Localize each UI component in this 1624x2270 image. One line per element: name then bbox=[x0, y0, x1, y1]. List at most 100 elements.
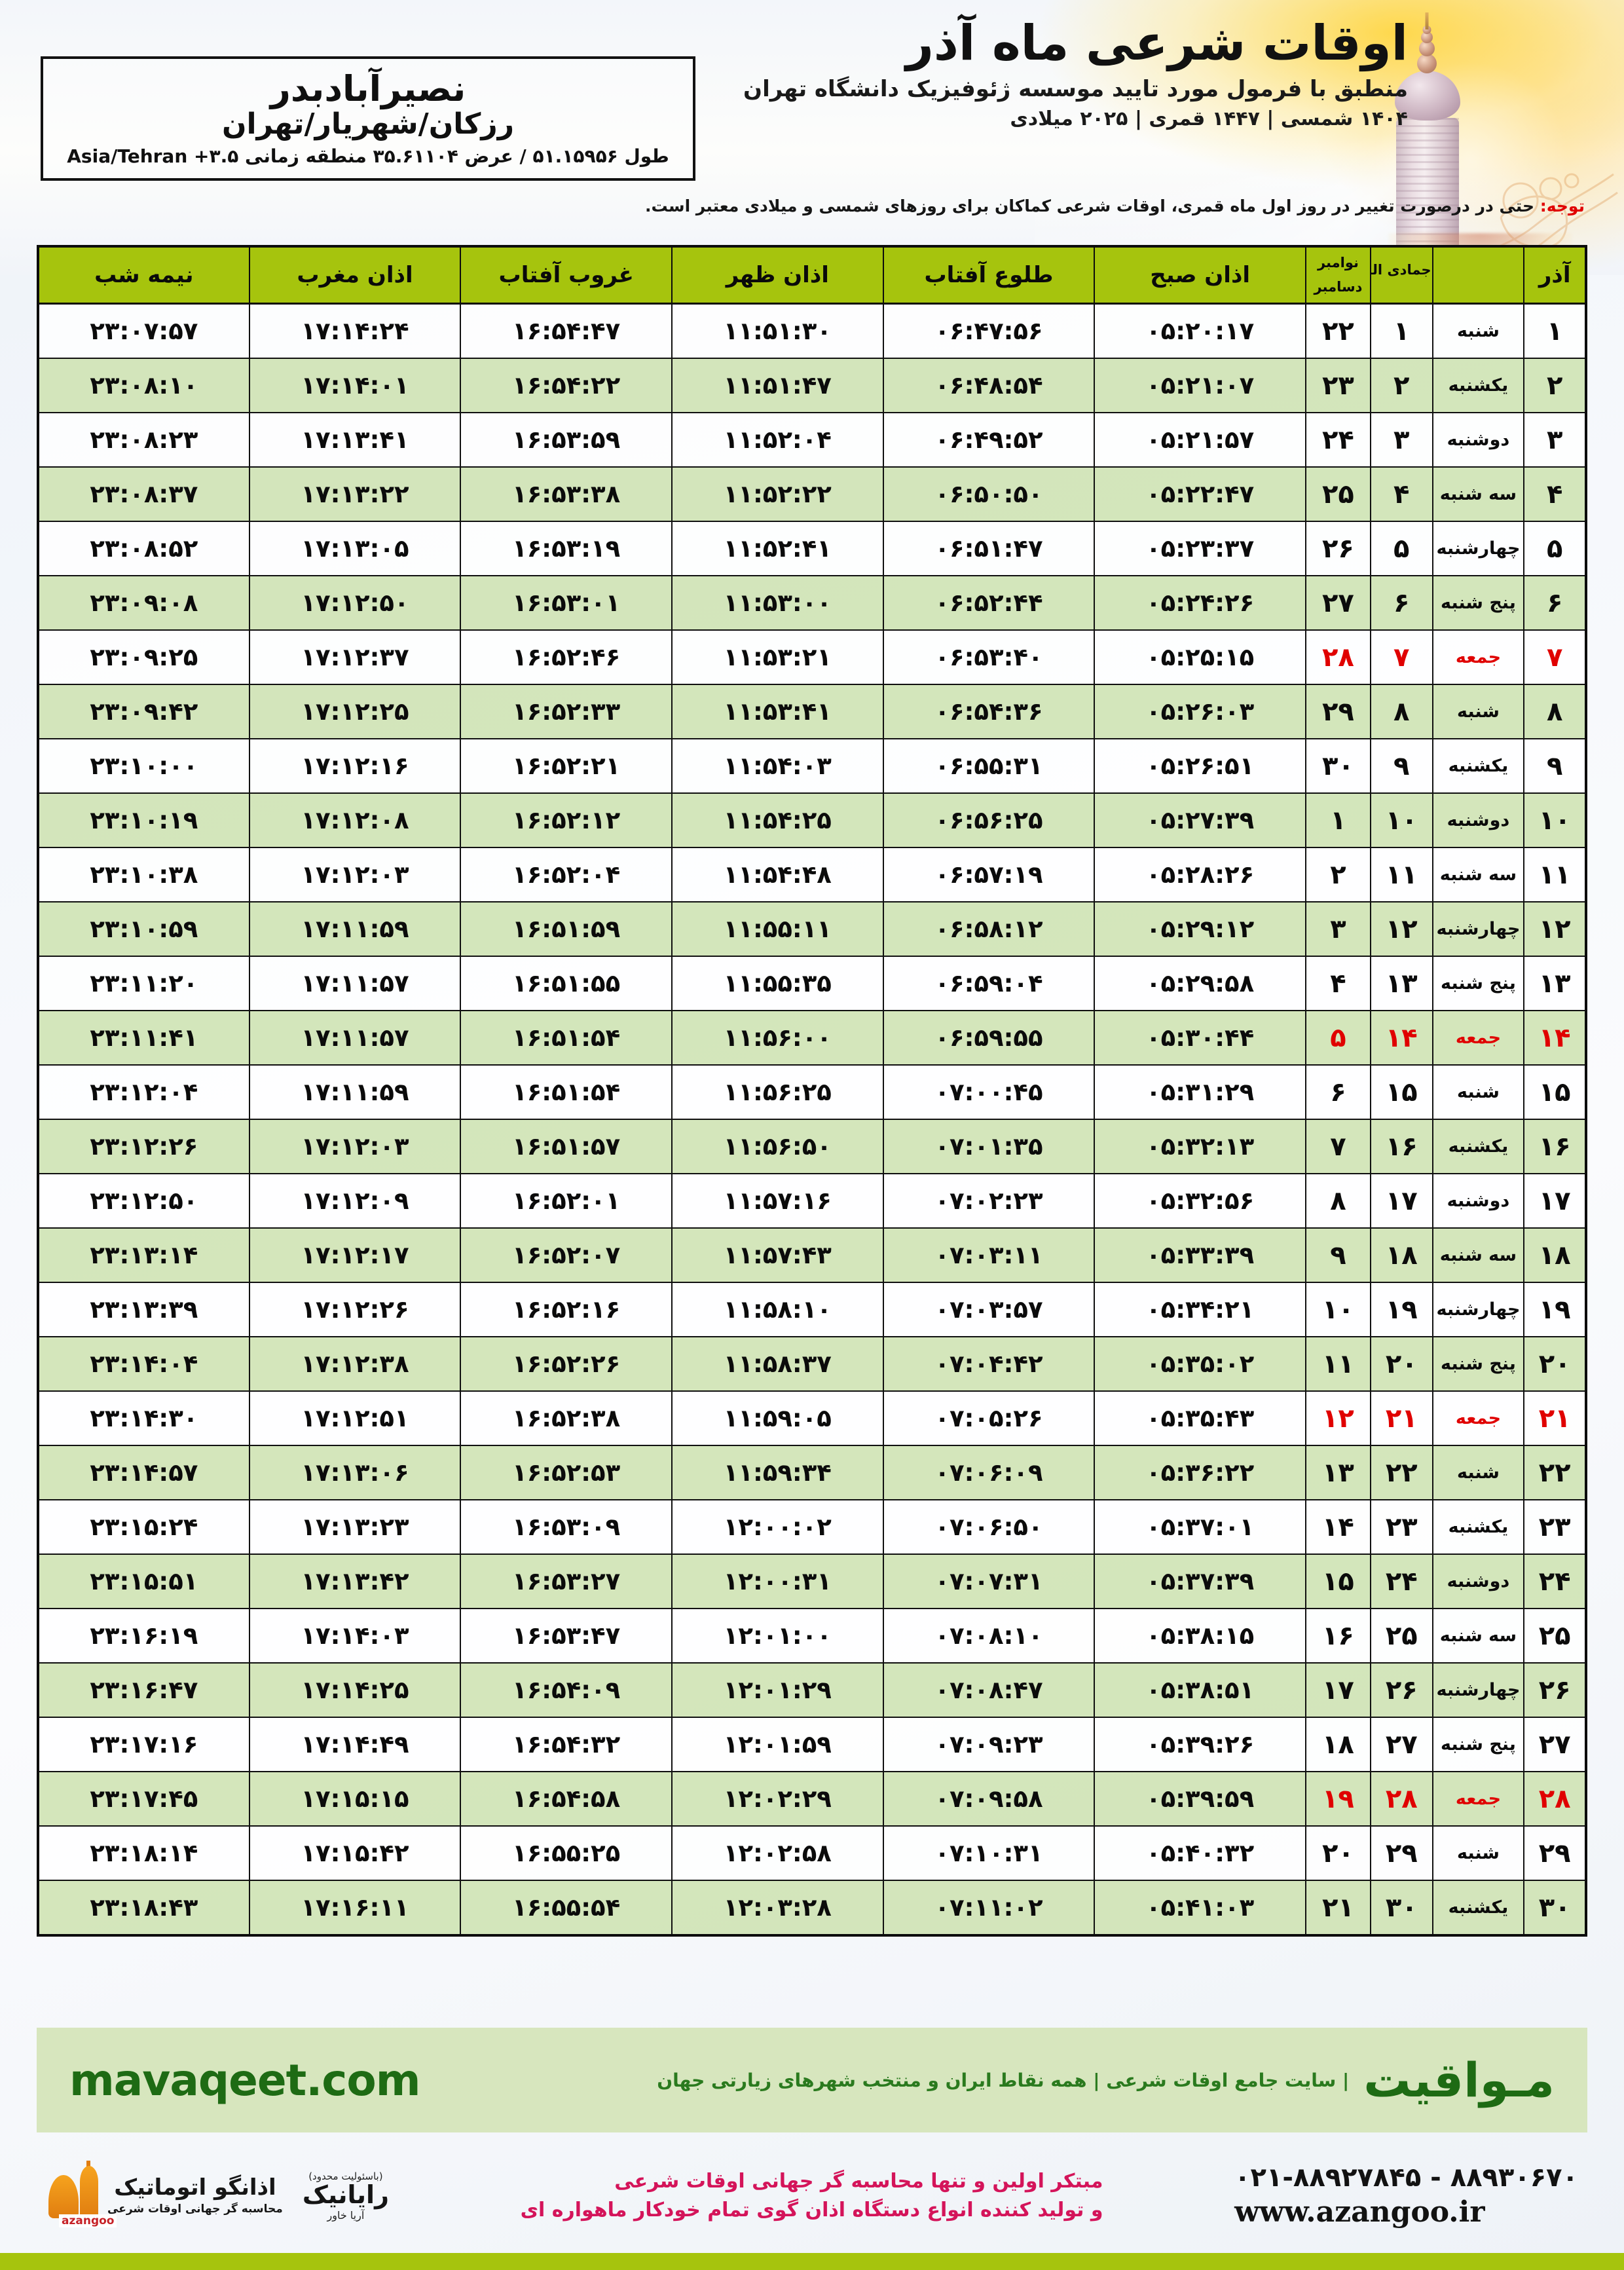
cell-dhuhr-time: ۱۱:۵۸:۱۰ bbox=[671, 1282, 884, 1337]
cell-hijri-day: ۲ bbox=[1369, 358, 1433, 413]
col-header-sunrise: طلوع آفتاب bbox=[882, 246, 1096, 305]
cell-gregorian-day: ۱۰ bbox=[1304, 1282, 1371, 1337]
cell-sunset-time: ۱۶:۵۳:۵۹ bbox=[460, 412, 673, 468]
cell-maghrib-time: ۱۷:۱۴:۲۵ bbox=[248, 1662, 462, 1718]
table-row: ۱ شنبه ۱ ۲۲ ۰۵:۲۰:۱۷ ۰۶:۴۷:۵۶ ۱۱:۵۱:۳۰ ۱۶:۵۴:۴۷… bbox=[37, 303, 1587, 359]
cell-maghrib-time: ۱۷:۱۲:۰۸ bbox=[248, 792, 462, 848]
cell-midnight-time: ۲۳:۱۳:۳۹ bbox=[37, 1282, 250, 1337]
table-row: ۳۰ یکشنبه ۳۰ ۲۱ ۰۵:۴۱:۰۳ ۰۷:۱۱:۰۲ ۱۲:۰۳:۲۸ ۱۶:۵… bbox=[37, 1880, 1587, 1937]
cell-day-name: سه شنبه bbox=[1431, 1227, 1525, 1283]
cell-maghrib-time: ۱۷:۱۵:۴۲ bbox=[248, 1825, 462, 1881]
table-row: ۱۹ چهارشنبه ۱۹ ۱۰ ۰۵:۳۴:۲۱ ۰۷:۰۳:۵۷ ۱۱:۵۸:۱۰ ۱۶… bbox=[37, 1282, 1587, 1337]
cell-hijri-day: ۲۲ bbox=[1369, 1445, 1433, 1500]
cell-azar-day: ۱۸ bbox=[1523, 1227, 1587, 1283]
cell-fajr-time: ۰۵:۲۳:۳۷ bbox=[1094, 521, 1306, 576]
cell-hijri-day: ۱۸ bbox=[1369, 1227, 1433, 1283]
location-coordinates: طول ۵۱.۱۵۹۵۶ / عرض ۳۵.۶۱۱۰۴ منطقه زمانی … bbox=[67, 145, 669, 167]
col-header-hijri-label: جمادی الثانی bbox=[1342, 262, 1431, 278]
footer-website[interactable]: mavaqeet.com bbox=[69, 2055, 420, 2106]
cell-day-name: دوشنبه bbox=[1431, 412, 1525, 468]
cell-dhuhr-time: ۱۱:۵۹:۰۵ bbox=[671, 1390, 884, 1446]
cell-hijri-day: ۲۶ bbox=[1369, 1662, 1433, 1718]
cell-sunset-time: ۱۶:۵۱:۵۴ bbox=[460, 1010, 673, 1066]
cell-maghrib-time: ۱۷:۱۳:۰۶ bbox=[248, 1445, 462, 1500]
cell-azar-day: ۲۱ bbox=[1523, 1390, 1587, 1446]
cell-maghrib-time: ۱۷:۱۴:۴۹ bbox=[248, 1717, 462, 1772]
cell-azar-day: ۱۹ bbox=[1523, 1282, 1587, 1337]
cell-gregorian-day: ۱۷ bbox=[1304, 1662, 1371, 1718]
footer-tagline: | سایت جامع اوقات شرعی | همه نقاط ایران … bbox=[657, 2069, 1350, 2091]
cell-sunrise-time: ۰۶:۴۷:۵۶ bbox=[882, 303, 1096, 359]
note-text: حتی در درصورت تغییر در روز اول ماه قمری،… bbox=[645, 196, 1535, 215]
cell-gregorian-day: ۴ bbox=[1304, 956, 1371, 1011]
col-header-greg-top: نوامبر bbox=[1317, 254, 1359, 270]
cell-day-name: چهارشنبه bbox=[1431, 1282, 1525, 1337]
cell-midnight-time: ۲۳:۱۱:۲۰ bbox=[37, 956, 250, 1011]
cell-gregorian-day: ۳ bbox=[1304, 901, 1371, 957]
cell-sunrise-time: ۰۶:۵۰:۵۰ bbox=[882, 466, 1096, 522]
cell-sunrise-time: ۰۷:۰۳:۵۷ bbox=[882, 1282, 1096, 1337]
note-line: توجه: حتی در درصورت تغییر در روز اول ماه… bbox=[39, 196, 1585, 215]
cell-hijri-day: ۶ bbox=[1369, 575, 1433, 631]
cell-day-name: یکشنبه bbox=[1431, 1880, 1525, 1937]
cell-sunrise-time: ۰۷:۰۱:۳۵ bbox=[882, 1119, 1096, 1174]
azangoo-logo-sub: محاسبه گر جهانی اوقات شرعی bbox=[107, 2202, 283, 2216]
cell-hijri-day: ۲۰ bbox=[1369, 1336, 1433, 1392]
cell-sunrise-time: ۰۶:۵۷:۱۹ bbox=[882, 847, 1096, 902]
table-row: ۴ سه شنبه ۴ ۲۵ ۰۵:۲۲:۴۷ ۰۶:۵۰:۵۰ ۱۱:۵۲:۲۲ ۱۶:۵۳… bbox=[37, 466, 1587, 522]
cell-maghrib-time: ۱۷:۱۴:۲۴ bbox=[248, 303, 462, 359]
azangoo-logo-text: اذانگو اتوماتیک محاسبه گر جهانی اوقات شر… bbox=[107, 2176, 283, 2216]
cell-midnight-time: ۲۳:۱۵:۵۱ bbox=[37, 1554, 250, 1609]
cell-azar-day: ۳۰ bbox=[1523, 1880, 1587, 1937]
cell-azar-day: ۹ bbox=[1523, 738, 1587, 794]
cell-sunrise-time: ۰۷:۰۰:۴۵ bbox=[882, 1064, 1096, 1120]
table-row: ۷ جمعه ۷ ۲۸ ۰۵:۲۵:۱۵ ۰۶:۵۳:۴۰ ۱۱:۵۳:۲۱ ۱۶:۵۲:۴۶… bbox=[37, 629, 1587, 685]
table-row: ۲۶ چهارشنبه ۲۶ ۱۷ ۰۵:۳۸:۵۱ ۰۷:۰۸:۴۷ ۱۲:۰۱:۲۹ ۱۶… bbox=[37, 1662, 1587, 1718]
contact-website[interactable]: www.azangoo.ir bbox=[1234, 2195, 1485, 2229]
cell-fajr-time: ۰۵:۳۸:۵۱ bbox=[1094, 1662, 1306, 1718]
cell-gregorian-day: ۸ bbox=[1304, 1173, 1371, 1229]
footer-brand-group: مـواقیت | سایت جامع اوقات شرعی | همه نقا… bbox=[657, 2053, 1555, 2108]
cell-azar-day: ۵ bbox=[1523, 521, 1587, 576]
company-claim: مبتکر اولین و تنها محاسبه گر جهانی اوقات… bbox=[521, 2167, 1103, 2224]
cell-sunrise-time: ۰۷:۰۸:۱۰ bbox=[882, 1608, 1096, 1664]
cell-hijri-day: ۱۳ bbox=[1369, 956, 1433, 1011]
cell-day-name: شنبه bbox=[1431, 1445, 1525, 1500]
cell-sunset-time: ۱۶:۵۲:۵۳ bbox=[460, 1445, 673, 1500]
cell-sunset-time: ۱۶:۵۲:۲۱ bbox=[460, 738, 673, 794]
cell-fajr-time: ۰۵:۲۴:۲۶ bbox=[1094, 575, 1306, 631]
azangoo-logo-title: اذانگو اتوماتیک bbox=[114, 2174, 276, 2201]
cell-midnight-time: ۲۳:۰۸:۱۰ bbox=[37, 358, 250, 413]
bottom-green-bar bbox=[0, 2253, 1624, 2270]
cell-azar-day: ۲۵ bbox=[1523, 1608, 1587, 1664]
cell-fajr-time: ۰۵:۲۸:۲۶ bbox=[1094, 847, 1306, 902]
table-header: آذر جمادی الثانی نوامبر دسامبر اذان صبح … bbox=[37, 246, 1587, 305]
cell-sunset-time: ۱۶:۵۵:۲۵ bbox=[460, 1825, 673, 1881]
cell-sunrise-time: ۰۶:۴۸:۵۴ bbox=[882, 358, 1096, 413]
cell-midnight-time: ۲۳:۰۹:۴۲ bbox=[37, 684, 250, 739]
cell-sunrise-time: ۰۷:۰۷:۳۱ bbox=[882, 1554, 1096, 1609]
cell-hijri-day: ۲۵ bbox=[1369, 1608, 1433, 1664]
cell-fajr-time: ۰۵:۳۳:۳۹ bbox=[1094, 1227, 1306, 1283]
cell-gregorian-day: ۲۱ bbox=[1304, 1880, 1371, 1937]
cell-sunrise-time: ۰۷:۰۶:۰۹ bbox=[882, 1445, 1096, 1500]
cell-sunrise-time: ۰۶:۵۱:۴۷ bbox=[882, 521, 1096, 576]
col-header-dhuhr: اذان ظهر bbox=[671, 246, 884, 305]
cell-sunrise-time: ۰۷:۰۴:۴۲ bbox=[882, 1336, 1096, 1392]
cell-day-name: دوشنبه bbox=[1431, 792, 1525, 848]
cell-sunset-time: ۱۶:۵۵:۵۴ bbox=[460, 1880, 673, 1937]
cell-midnight-time: ۲۳:۱۲:۲۶ bbox=[37, 1119, 250, 1174]
cell-hijri-day: ۳۰ bbox=[1369, 1880, 1433, 1937]
cell-azar-day: ۳ bbox=[1523, 412, 1587, 468]
cell-day-name: یکشنبه bbox=[1431, 358, 1525, 413]
cell-sunset-time: ۱۶:۵۴:۴۷ bbox=[460, 303, 673, 359]
cell-gregorian-day: ۳۰ bbox=[1304, 738, 1371, 794]
col-header-gregorian: نوامبر دسامبر bbox=[1304, 246, 1371, 305]
cell-day-name: شنبه bbox=[1431, 1825, 1525, 1881]
cell-day-name: یکشنبه bbox=[1431, 738, 1525, 794]
cell-sunset-time: ۱۶:۵۲:۳۳ bbox=[460, 684, 673, 739]
cell-hijri-day: ۱۶ bbox=[1369, 1119, 1433, 1174]
cell-sunrise-time: ۰۶:۵۳:۴۰ bbox=[882, 629, 1096, 685]
cell-sunset-time: ۱۶:۵۳:۰۱ bbox=[460, 575, 673, 631]
table-row: ۵ چهارشنبه ۵ ۲۶ ۰۵:۲۳:۳۷ ۰۶:۵۱:۴۷ ۱۱:۵۲:۴۱ ۱۶:۵… bbox=[37, 521, 1587, 576]
